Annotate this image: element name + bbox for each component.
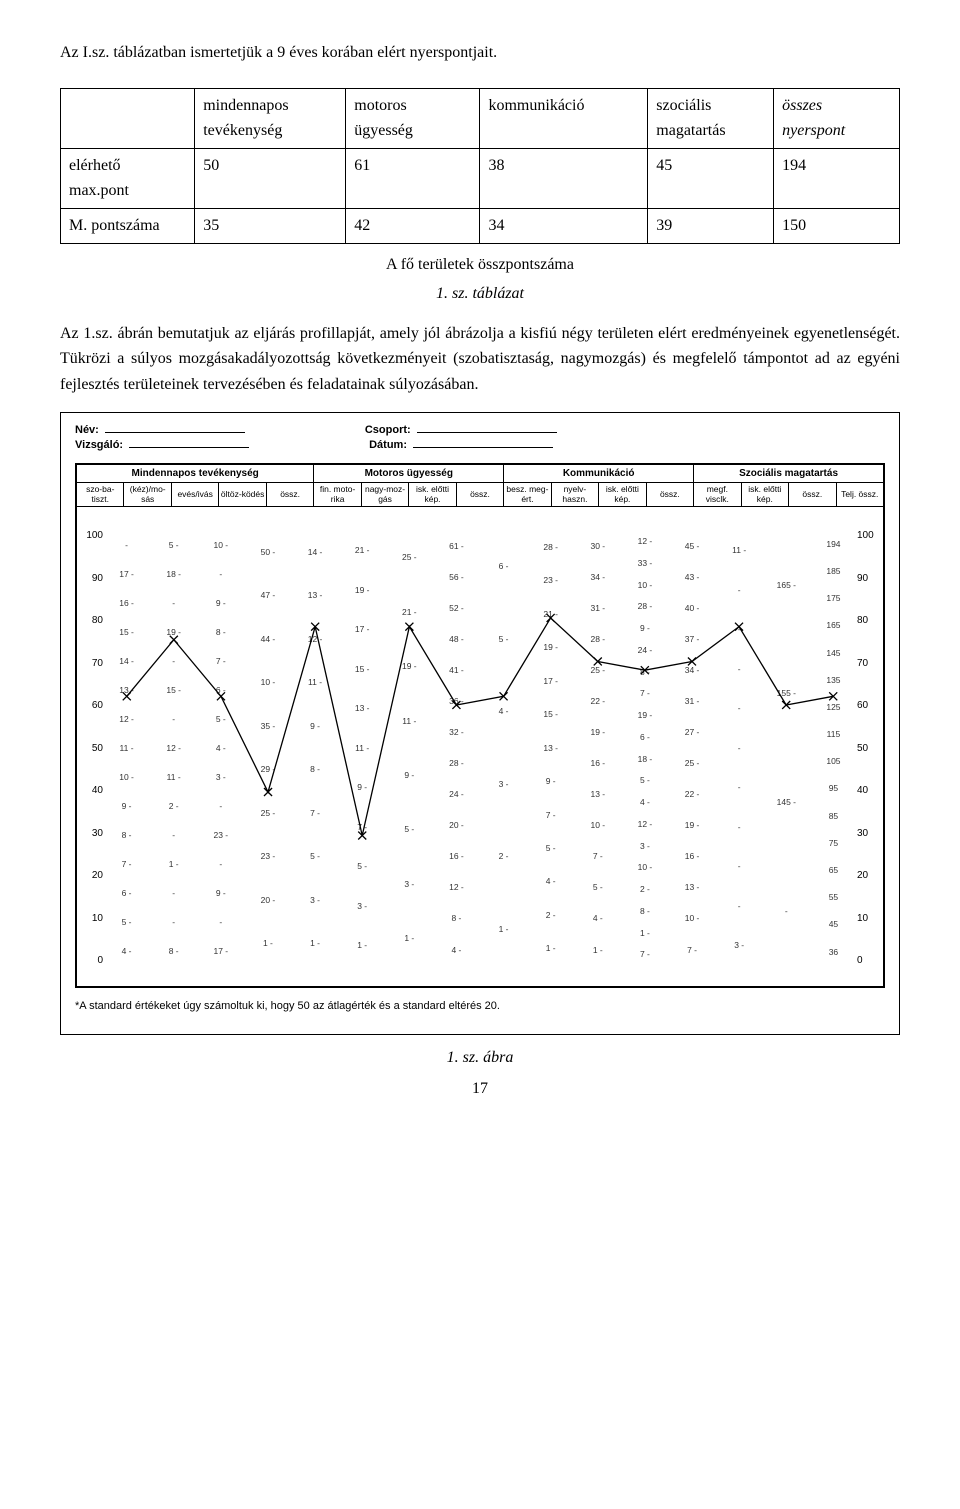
table-caption-1: A fő területek összpontszáma: [60, 252, 900, 278]
y-axis-left: 1009080706050403020100: [79, 531, 103, 966]
chart-area: 1009080706050403020100 10090807060504030…: [76, 507, 884, 987]
table-caption-2: 1. sz. táblázat: [60, 281, 900, 307]
th: tevékenység: [203, 122, 282, 139]
cell: 194: [774, 148, 900, 208]
th: összes: [782, 97, 822, 114]
figure-header: Név: Csoport: Vizsgáló: Dátum:: [75, 423, 885, 454]
chart-grid: -17 -16 -15 -14 -13 -12 -11 -10 -9 -8 -7…: [103, 531, 857, 966]
body-paragraph: Az 1.sz. ábrán bemutatjuk az eljárás pro…: [60, 321, 900, 398]
cell: 35: [195, 208, 346, 243]
profile-chart: Mindennapos tevékenységMotoros ügyességK…: [75, 463, 885, 988]
table-row: elérhető max.pont 50 61 38 45 194: [61, 148, 900, 208]
th: mindennapos: [203, 97, 288, 114]
th: kommunikáció: [488, 97, 584, 114]
row-label: elérhető: [69, 157, 121, 174]
cell: 38: [480, 148, 648, 208]
cell: 50: [195, 148, 346, 208]
th: motoros: [354, 97, 406, 114]
page-number: 17: [60, 1076, 900, 1102]
cell: 39: [648, 208, 774, 243]
th: szociális: [656, 97, 711, 114]
row-label: max.pont: [69, 182, 129, 199]
profile-figure: Név: Csoport: Vizsgáló: Dátum: Mindennap…: [60, 412, 900, 1035]
figure-caption: 1. sz. ábra: [60, 1045, 900, 1071]
cell: 61: [346, 148, 480, 208]
intro-paragraph: Az I.sz. táblázatban ismertetjük a 9 éve…: [60, 40, 900, 66]
th: magatartás: [656, 122, 725, 139]
cell: 42: [346, 208, 480, 243]
row-label: M. pontszáma: [61, 208, 195, 243]
th: ügyesség: [354, 122, 413, 139]
cell: 34: [480, 208, 648, 243]
label-datum: Dátum:: [369, 439, 407, 451]
table-header-row: mindennapos tevékenység motoros ügyesség k…: [61, 88, 900, 148]
data-table: mindennapos tevékenység motoros ügyesség k…: [60, 88, 900, 244]
label-csoport: Csoport:: [365, 424, 411, 436]
cell: 150: [774, 208, 900, 243]
y-axis-right: 1009080706050403020100: [857, 531, 881, 966]
cell: 45: [648, 148, 774, 208]
table-row: M. pontszáma 35 42 34 39 150: [61, 208, 900, 243]
th: nyerspont: [782, 122, 845, 139]
figure-footnote: *A standard értékeket úgy számoltuk ki, …: [75, 998, 885, 1016]
label-nev: Név:: [75, 424, 99, 436]
profile-header-table: Mindennapos tevékenységMotoros ügyességK…: [76, 464, 884, 507]
label-vizsgalo: Vizsgáló:: [75, 439, 123, 451]
